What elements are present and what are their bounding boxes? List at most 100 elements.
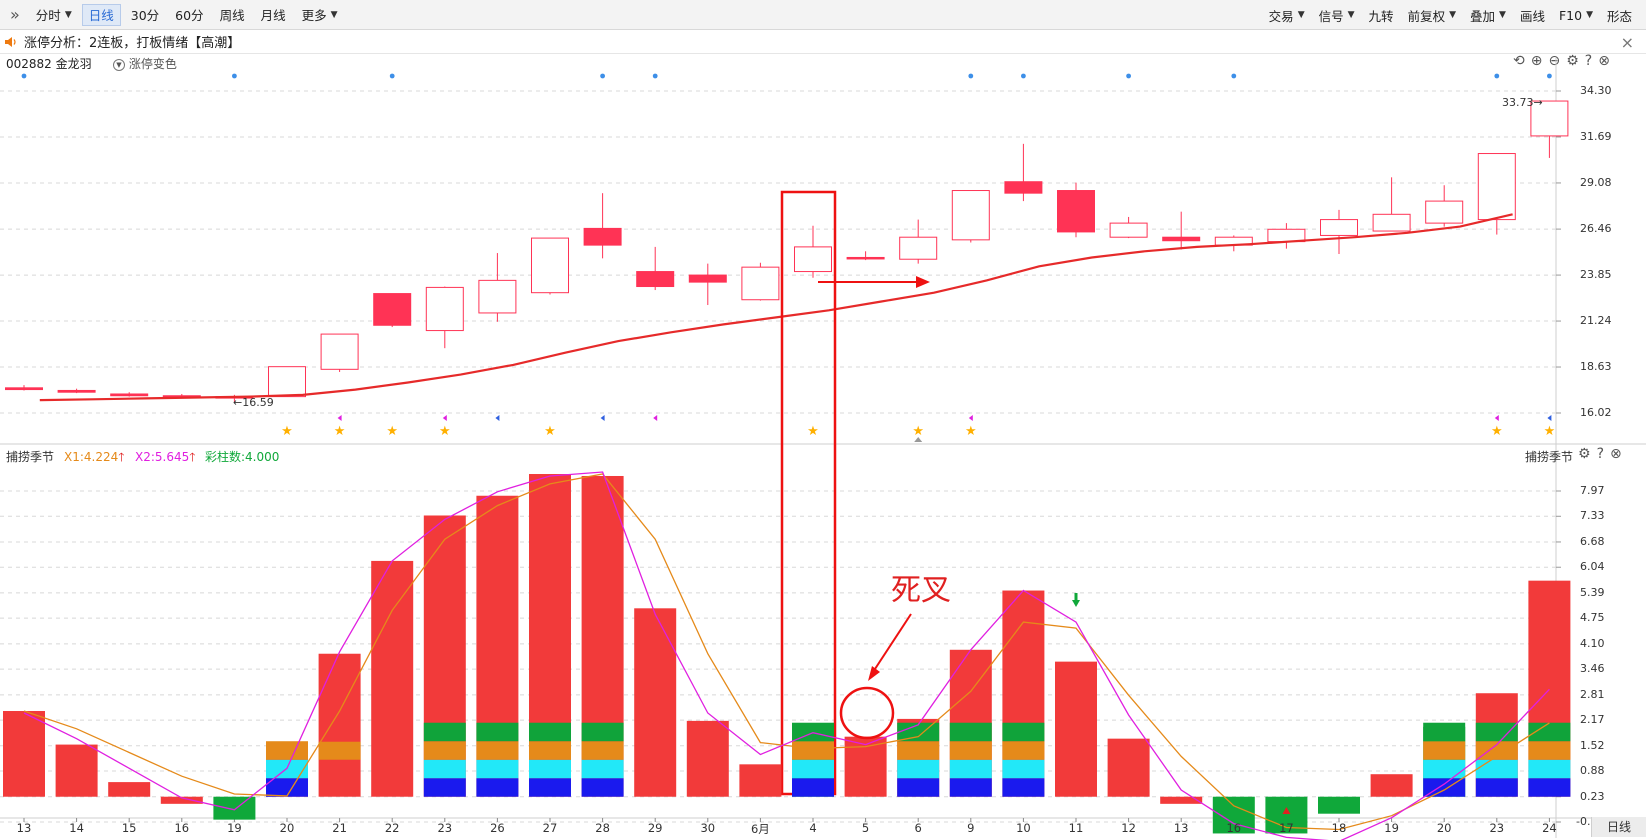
close-icon[interactable]: ⊗ bbox=[1610, 446, 1622, 462]
period-button-label: 日线 bbox=[88, 8, 114, 23]
period-button-5[interactable]: 月线 bbox=[255, 4, 292, 26]
date-tick-label: 17 bbox=[1279, 821, 1294, 835]
up-arrow-icon: 🡑 bbox=[189, 450, 196, 464]
signal-triangle bbox=[337, 415, 342, 421]
price-tick-label: 31.69 bbox=[1580, 129, 1612, 143]
indicator-bar-green bbox=[792, 726, 834, 797]
date-tick-label: 18 bbox=[1331, 821, 1347, 835]
indicator-bar-red bbox=[1475, 693, 1518, 797]
tool-button-6[interactable]: F10 ▼ bbox=[1553, 4, 1599, 26]
star-marker: ★ bbox=[281, 424, 293, 439]
date-tick-label: 16 bbox=[174, 821, 190, 835]
close-icon[interactable]: × bbox=[1620, 33, 1634, 52]
signal-dot bbox=[389, 73, 395, 79]
star-marker: ★ bbox=[1544, 424, 1556, 439]
signal-dot bbox=[968, 73, 974, 79]
indicator-bar-red bbox=[55, 744, 98, 797]
indicator-stripe bbox=[266, 741, 308, 760]
period-button-0[interactable]: 分时 ▼ bbox=[30, 4, 78, 26]
period-toolbar: » 分时 ▼ 日线 30分 60分 周线 月线 更多 ▼ 交易 ▼ 信号 ▼ 九转 前复权 ▼ 叠加 ▼ 画线 F1… bbox=[0, 0, 1646, 30]
indicator-stripe bbox=[1423, 778, 1466, 797]
indicator-stripe bbox=[1423, 759, 1466, 779]
indicator-bar-green bbox=[1423, 726, 1466, 797]
annotation-label: 死叉 bbox=[891, 573, 951, 608]
indicator-stripe bbox=[1002, 759, 1045, 779]
candle-up bbox=[1267, 228, 1306, 243]
tool-button-3[interactable]: 前复权 ▼ bbox=[1402, 4, 1462, 26]
indicator-stripe bbox=[792, 722, 834, 742]
indicator-name-right: 捕捞季节 bbox=[1525, 450, 1574, 464]
gear-icon[interactable]: ⚙ bbox=[1566, 53, 1579, 69]
signal-triangle bbox=[495, 415, 500, 421]
period-button-6[interactable]: 更多 ▼ bbox=[296, 4, 344, 26]
date-tick-label: 26 bbox=[490, 821, 505, 835]
indicator-bar-red bbox=[949, 649, 992, 797]
indicator-bar-red bbox=[108, 782, 151, 797]
signal-dot bbox=[232, 73, 237, 79]
refresh-icon[interactable]: ⟲ bbox=[1513, 53, 1525, 69]
indicator-stripe bbox=[581, 722, 624, 742]
help-icon[interactable]: ? bbox=[1584, 53, 1593, 69]
candle-down bbox=[688, 274, 727, 283]
date-tick-label: 13 bbox=[16, 821, 32, 835]
date-tick-label: 29 bbox=[647, 821, 663, 835]
period-button-2[interactable]: 30分 bbox=[125, 4, 165, 26]
indicator-stripe bbox=[1002, 741, 1045, 760]
period-button-1[interactable]: 日线 bbox=[81, 3, 121, 26]
limit-up-color-toggle[interactable]: ▼ 涨停变色 bbox=[113, 55, 177, 72]
signal-triangle bbox=[600, 415, 605, 421]
candle-down bbox=[1057, 190, 1095, 233]
date-tick-label: 10 bbox=[1016, 821, 1031, 835]
gear-icon[interactable]: ⚙ bbox=[1578, 446, 1591, 462]
candle-down bbox=[57, 389, 96, 393]
period-button-3[interactable]: 60分 bbox=[169, 4, 209, 26]
indicator-stripe bbox=[949, 759, 992, 779]
signal-triangle bbox=[442, 415, 447, 421]
x2-value-text: X2:5.645 bbox=[135, 450, 190, 464]
indicator-name: 捕捞季节 bbox=[6, 450, 55, 464]
tool-button-2[interactable]: 九转 bbox=[1363, 4, 1400, 26]
close-icon[interactable]: ⊗ bbox=[1598, 53, 1610, 69]
indicator-stripe bbox=[1475, 759, 1518, 779]
candle-up bbox=[425, 286, 464, 332]
signal-dot bbox=[1021, 73, 1026, 79]
indicator-tick-label: 2.17 bbox=[1580, 713, 1605, 727]
low-price-label: ←16.59 bbox=[233, 396, 274, 409]
indicator-tick-label: 4.75 bbox=[1580, 611, 1605, 625]
help-icon[interactable]: ? bbox=[1596, 446, 1604, 462]
indicator-stripe bbox=[792, 778, 834, 797]
candle-down bbox=[1004, 181, 1043, 194]
signal-dot bbox=[652, 73, 658, 79]
tool-button-5[interactable]: 画线 bbox=[1514, 4, 1551, 26]
tool-button-1[interactable]: 信号 ▼ bbox=[1313, 4, 1361, 26]
candle-down bbox=[636, 271, 675, 288]
tool-button-7[interactable]: 形态 bbox=[1601, 4, 1638, 26]
signal-triangle bbox=[1494, 415, 1499, 421]
candle-up bbox=[1214, 236, 1253, 246]
period-button-4[interactable]: 周线 bbox=[214, 4, 251, 26]
date-tick-label: 11 bbox=[1068, 821, 1084, 835]
star-marker: ★ bbox=[386, 424, 398, 439]
candle-down bbox=[1162, 236, 1201, 242]
date-tick-label: 4 bbox=[809, 821, 817, 835]
tool-button-4[interactable]: 叠加 ▼ bbox=[1464, 4, 1512, 26]
indicator-stripe bbox=[423, 722, 466, 742]
zoom-in-icon[interactable]: ⊕ bbox=[1530, 53, 1543, 69]
dead-cross-arrow-head bbox=[868, 666, 880, 681]
indicator-stripe bbox=[949, 722, 992, 742]
period-buttons: 分时 ▼ 日线 30分 60分 周线 月线 更多 ▼ bbox=[26, 3, 344, 26]
period-tab[interactable]: 日线 bbox=[1591, 817, 1646, 837]
indicator-stripe bbox=[1475, 741, 1518, 760]
zoom-out-icon[interactable]: ⊖ bbox=[1548, 53, 1561, 69]
indicator-stripe bbox=[423, 759, 466, 779]
indicator-bar-red bbox=[1107, 738, 1150, 797]
indicator-stripe bbox=[476, 741, 519, 760]
indicator-tick-label: 5.39 bbox=[1580, 585, 1605, 599]
tool-button-0[interactable]: 交易 ▼ bbox=[1263, 4, 1311, 26]
indicator-stripe bbox=[529, 759, 571, 779]
expand-sidebar-button[interactable]: » bbox=[4, 4, 26, 26]
candle-up bbox=[1372, 213, 1411, 232]
indicator-tick-label: 7.97 bbox=[1580, 484, 1605, 497]
double-chevron-right-icon: » bbox=[10, 5, 20, 24]
